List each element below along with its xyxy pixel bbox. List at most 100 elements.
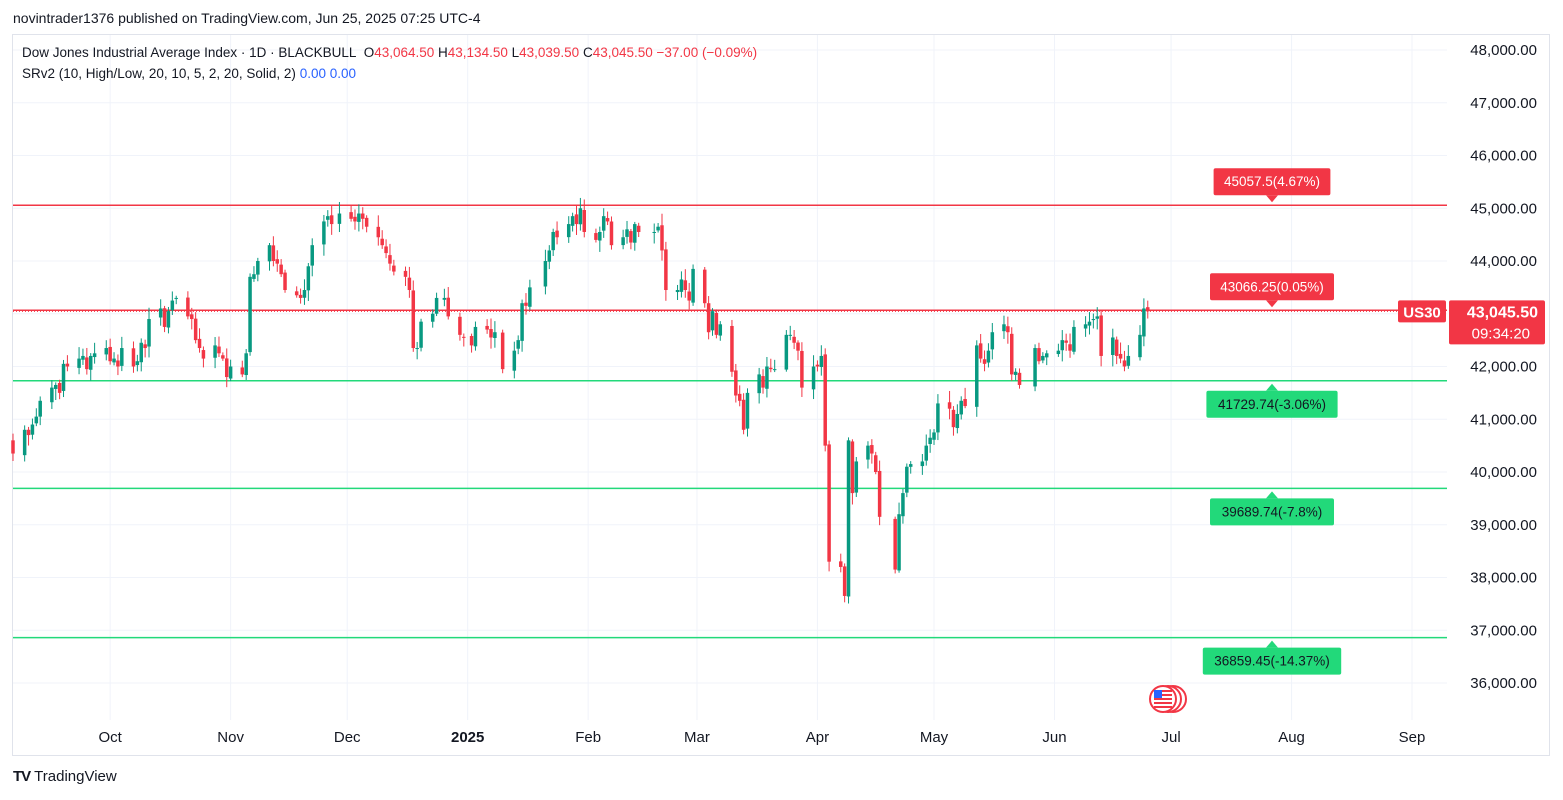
candle-body [702,269,707,304]
candle-body [714,312,719,335]
candle-body [53,384,58,389]
candle-body [920,461,925,467]
flag-canton [1154,690,1162,698]
candle-body [57,382,62,393]
candle-body [924,445,929,461]
candle-body [1099,315,1103,356]
candle-body [143,344,147,349]
candle-body [636,225,641,232]
candle-body [131,348,136,367]
candle-body [88,355,93,370]
candle-body [221,355,225,359]
level-label-text: 36859.45(-14.37%) [1214,654,1330,669]
candle-body [570,216,575,226]
candle-body [524,302,528,306]
candle-body [528,287,532,307]
candle-body [551,231,555,251]
level-labels: 45057.5(4.67%) 43066.25(0.05%) 41729.74(-3… [1202,168,1342,675]
candle-body [850,441,855,494]
candle-body [679,279,684,292]
candle-body [1095,316,1099,319]
candle-body [279,264,283,275]
candle-body [306,266,311,291]
candle-body [430,313,435,322]
footer[interactable]: TV TradingView [13,768,117,785]
candle-body [543,261,548,287]
candle-body [633,224,637,243]
high-label: H [438,45,448,60]
candle-body [275,259,280,264]
flag-stripe [1154,694,1172,696]
candle-body [1056,350,1061,355]
candle-body [683,280,688,291]
candle-body [734,370,738,396]
candle-body [1033,348,1037,387]
candle-body [244,353,248,376]
candle-body [765,366,769,389]
candle-body [162,308,167,327]
candle-body [815,364,820,367]
candle-body [652,231,656,233]
candle-body [854,461,859,493]
candle-body [65,363,70,367]
candle-body [982,359,987,364]
candle-body [1087,321,1092,326]
symbol-tag-label: US30 [1403,304,1441,321]
candle-body [757,374,761,394]
candle-body [85,357,89,370]
level-label-box [1202,647,1342,675]
candle-body [1083,324,1088,329]
candle-body [578,208,583,225]
level-label-box [1206,390,1338,418]
x-tick-label: Nov [217,729,244,746]
candle-body [419,321,423,348]
candle-body [1041,355,1045,361]
indicator-legend[interactable]: SRv2 (10, High/Low, 20, 10, 5, 2, 20, So… [22,66,356,81]
candle-body [574,214,579,225]
candle-body [842,566,847,596]
candle-body [302,290,307,298]
level-label-box [1210,498,1334,526]
candle-body [745,392,750,429]
x-tick-label: May [920,729,949,746]
candle-body [462,336,466,338]
candle-body [186,297,190,317]
candle-body [839,561,843,567]
candle-body [625,229,629,237]
candle-body [1060,340,1065,351]
y-tick-label: 39,000.00 [1470,517,1537,534]
footer-brand: TradingView [34,768,117,785]
candle-body [446,297,451,317]
level-label-pointer [1266,195,1278,203]
chart-frame[interactable] [12,34,1550,756]
candle-body [1138,334,1142,358]
candle-body [411,290,416,349]
candle-body [353,216,357,222]
candle-body [147,319,151,347]
candle-body [811,366,816,390]
y-tick-label: 44,000.00 [1470,253,1537,270]
candle-body [951,409,956,428]
symbol-legend[interactable]: Dow Jones Industrial Average Index · 1D … [22,45,757,60]
candle-body [609,221,614,246]
candle-body [1017,372,1022,385]
candle-body [846,440,851,597]
candle-body [1064,340,1068,343]
candle-body [1002,324,1006,332]
candle-body [897,514,901,571]
candle-body [963,399,967,407]
close-value: 43,045.50 [592,45,653,60]
candle-body [936,403,940,433]
candle-body [26,429,31,436]
level-label-pointer [1266,383,1278,391]
candle-body [1142,308,1146,337]
candle-body [329,215,334,225]
tradingview-logo-icon: TV [13,768,31,785]
candle-body [873,455,878,472]
level-label-box [1213,168,1331,196]
candle-body [664,249,668,291]
candle-body [1114,339,1119,356]
candle-body [1037,348,1041,362]
candle-body [50,387,54,403]
